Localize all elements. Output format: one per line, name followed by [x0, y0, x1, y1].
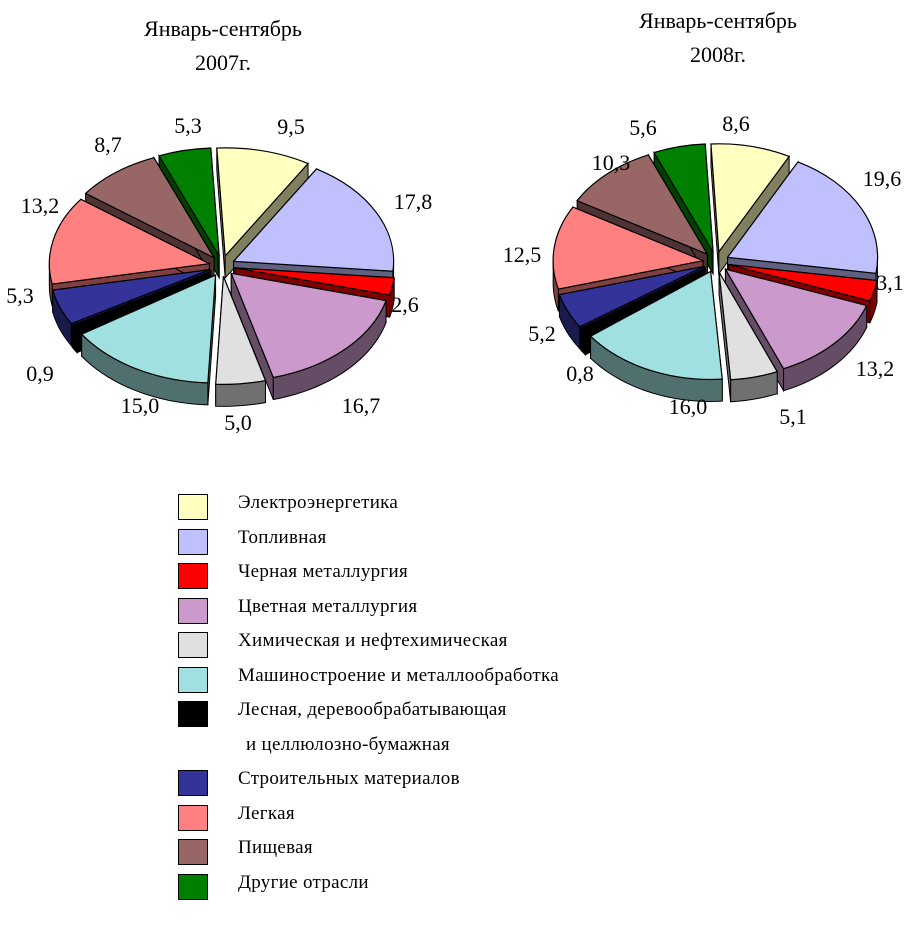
slice-value-label: 16,0 [669, 394, 708, 419]
legend-swatch [178, 839, 208, 865]
pie-slice-top [552, 206, 706, 290]
pie-slice [80, 274, 217, 406]
slice-value-label: 10,3 [592, 150, 631, 175]
slice-value-label: 19,6 [863, 166, 902, 191]
pie-slice-top [558, 265, 705, 328]
legend-label: Пищевая [238, 837, 313, 858]
slice-value-label: 0,8 [566, 361, 594, 386]
pie-slice-top [51, 269, 211, 325]
pie-slice-top [589, 270, 723, 381]
slice-value-label: 16,7 [342, 393, 381, 418]
legend-swatch [178, 528, 208, 555]
chart-title-line2: 2008г. [689, 42, 747, 67]
slice-value-label: 12,5 [503, 242, 542, 267]
legend-label: Электроэнергетика [238, 492, 399, 513]
legend-swatch [178, 804, 208, 831]
pie-slice [232, 167, 395, 294]
legend-label: Легкая [238, 802, 295, 824]
pie-slice [230, 272, 387, 401]
pie-slice-top [718, 271, 779, 381]
slice-value-label: 5,3 [174, 113, 202, 138]
pie-slice-top [724, 268, 868, 370]
legend-swatch [178, 873, 208, 900]
slice-value-label: 5,3 [6, 283, 34, 308]
legend-swatch [178, 666, 208, 693]
slice-value-label: 5,6 [629, 115, 657, 140]
slice-value-label: 2,6 [391, 292, 419, 317]
slice-value-label: 13,2 [856, 356, 895, 381]
chart-title-line2: 2007г. [194, 50, 252, 75]
slice-value-label: 15,0 [121, 393, 160, 418]
slice-value-label: 3,1 [876, 270, 904, 295]
pie-slice-top [726, 161, 879, 274]
legend-label-continuation: и целлюлозно-бумажная [246, 733, 450, 755]
pie-slice [589, 270, 723, 402]
legend-label: Химическая и нефтехимическая [238, 630, 508, 651]
pie-slice-top [710, 143, 791, 254]
legend-label: Строительных материалов [238, 768, 460, 789]
slice-value-label: 13,2 [21, 193, 60, 218]
pie-slice [215, 276, 267, 407]
pie-chart-0 [48, 147, 395, 407]
pie-slice-top [579, 267, 706, 334]
pie-slice-top [80, 274, 217, 384]
chart-title-line1: Январь-сентябрь [144, 16, 302, 41]
pie-slice-top [232, 168, 395, 272]
pie-slice-top [230, 272, 387, 379]
slice-value-label: 9,5 [277, 114, 305, 139]
legend-label: Другие отрасли [238, 871, 369, 893]
legend-swatch [178, 770, 208, 796]
legend-label: Топливная [238, 526, 327, 548]
legend-swatch [178, 494, 208, 520]
pie-slice-top [215, 276, 267, 385]
legend-label: Черная металлургия [238, 561, 409, 582]
pie-charts: 9,5 17,8 2,6 16,7 5,0 15,0 0,9 5,3 13,2 8,7 5,3 8,6… [6, 111, 904, 435]
slice-value-label: 0,9 [26, 361, 54, 386]
chart-title-2007: Январь-сентябрь 2007г. [88, 12, 358, 80]
chart-title-2008: Январь-сентябрь 2008г. [588, 4, 848, 72]
legend-label: Лесная, деревообрабатывающая [238, 699, 507, 720]
legend-swatch [178, 563, 208, 589]
pie-slice-top [653, 143, 714, 253]
pie-slice-top [576, 154, 709, 256]
pie-slice-top [234, 267, 395, 296]
slice-value-label: 5,2 [528, 321, 556, 346]
pie-chart-1 [552, 143, 879, 403]
legend-label: Цветная металлургия [238, 595, 418, 617]
legend-swatch [178, 597, 208, 624]
pie-slice-top [48, 198, 212, 285]
pie-slice-top [158, 147, 220, 257]
pie-slice-top [216, 147, 310, 258]
slice-value-label: 8,6 [722, 111, 750, 136]
slice-value-label: 5,1 [779, 404, 807, 429]
pie-slice-top [728, 263, 878, 302]
chart-title-line1: Январь-сентябрь [639, 8, 797, 33]
slice-value-label: 17,8 [394, 189, 433, 214]
legend-swatch [178, 632, 208, 658]
legend-swatch [178, 701, 208, 727]
pie-slice-top [71, 270, 212, 332]
slice-value-label: 8,7 [94, 132, 122, 157]
slice-value-label: 5,0 [224, 410, 252, 435]
legend-label: Машиностроение и металлообработка [238, 664, 559, 686]
pie-slice-top [84, 156, 216, 260]
pie-slice [718, 270, 779, 403]
